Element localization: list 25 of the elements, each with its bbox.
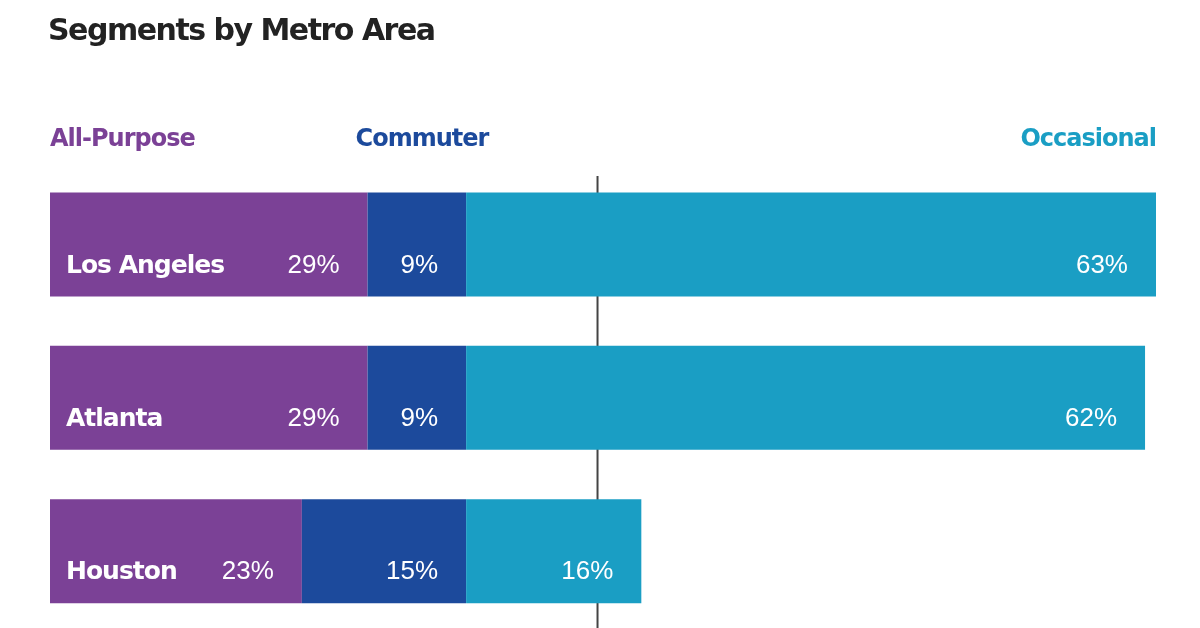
series-label: Commuter bbox=[355, 124, 489, 152]
bar bbox=[466, 499, 642, 604]
y-tick-label: Houston bbox=[66, 556, 177, 586]
series-label: Occasional bbox=[1020, 124, 1156, 152]
chart-title: Segments by Metro Area bbox=[48, 12, 435, 47]
bar bbox=[367, 345, 467, 450]
data-label: 29% bbox=[287, 401, 340, 432]
data-label: 9% bbox=[400, 248, 439, 279]
bar bbox=[50, 499, 302, 604]
data-label: 9% bbox=[400, 401, 439, 432]
bar bbox=[367, 192, 467, 297]
bar bbox=[466, 192, 1156, 297]
y-tick-label: Los Angeles bbox=[66, 249, 225, 279]
y-tick-label: Atlanta bbox=[66, 402, 163, 432]
data-label: 23% bbox=[221, 555, 274, 586]
data-label: 16% bbox=[561, 555, 614, 586]
data-label: 62% bbox=[1065, 401, 1118, 432]
bar bbox=[50, 192, 368, 297]
bar bbox=[301, 499, 467, 604]
bar bbox=[50, 345, 368, 450]
data-label: 63% bbox=[1075, 248, 1128, 279]
bar bbox=[466, 345, 1146, 450]
data-label: 15% bbox=[386, 555, 439, 586]
series-label: All-Purpose bbox=[50, 124, 195, 152]
data-label: 29% bbox=[287, 248, 340, 279]
